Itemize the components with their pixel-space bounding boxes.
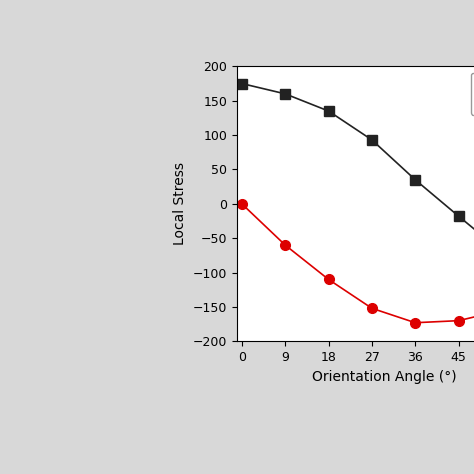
Line: S: S [237,199,474,328]
R [369,137,375,143]
S [412,320,418,326]
R [326,108,331,114]
R [456,213,462,219]
S [326,277,331,283]
R [239,81,245,86]
R [283,91,288,97]
S [239,201,245,207]
R [412,177,418,182]
S [283,242,288,248]
Legend: R, S: R, S [471,73,474,115]
S [456,318,462,324]
Y-axis label: Local Stress: Local Stress [173,162,187,246]
Line: R: R [237,79,474,257]
S [369,305,375,311]
X-axis label: Orientation Angle (°): Orientation Angle (°) [311,370,456,383]
